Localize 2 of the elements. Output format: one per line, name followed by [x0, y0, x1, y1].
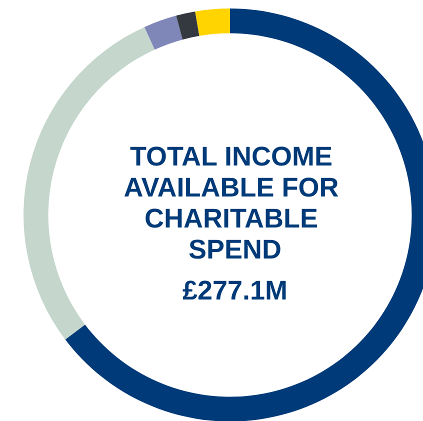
text: £277.1M: [182, 276, 288, 306]
text: TOTAL INCOME AVAILABLE FOR CHARITABLE SPEND: [124, 142, 346, 264]
